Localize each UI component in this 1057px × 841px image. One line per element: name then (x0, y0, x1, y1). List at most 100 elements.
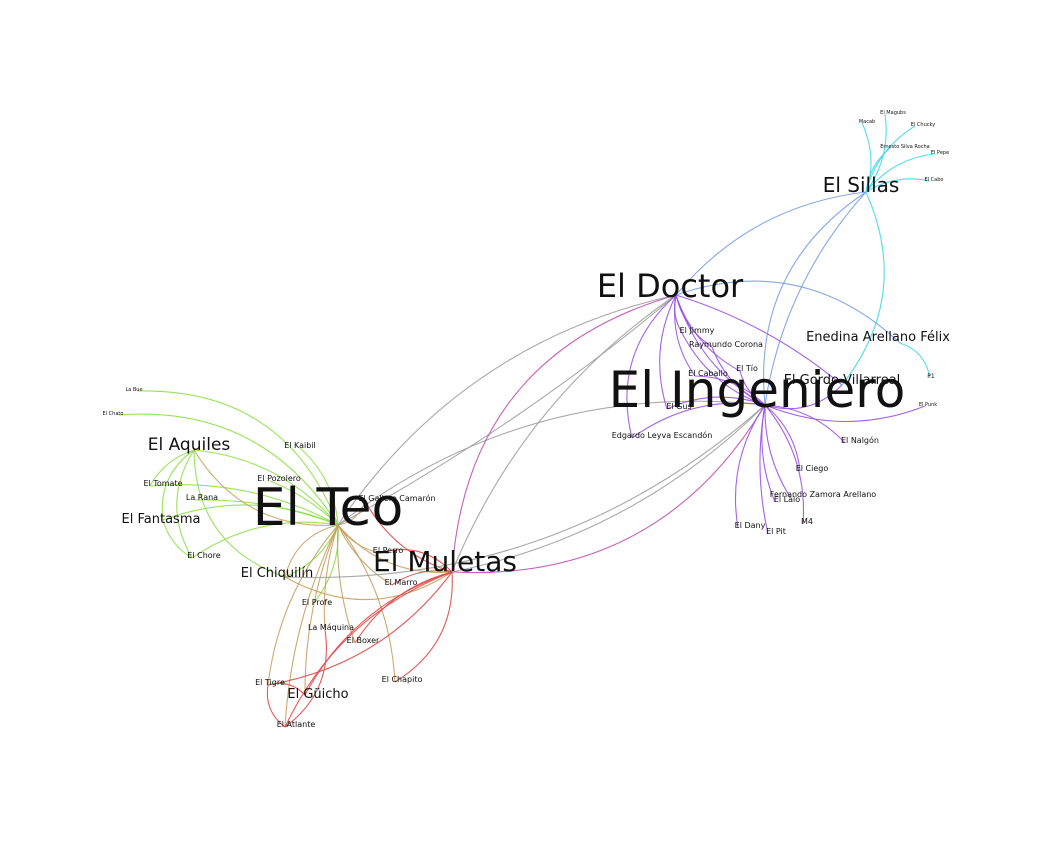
edge-muletas-chiquilin (284, 571, 453, 601)
node-elchato[interactable]: El Chato (103, 411, 124, 417)
node-cabo[interactable]: El Cabo (925, 177, 944, 183)
edge-muletas-gallero (364, 500, 453, 573)
edge-doctor-muletas (451, 294, 677, 573)
node-sillas[interactable]: El Sillas (823, 173, 900, 197)
edge-aquiles-tomate (149, 449, 195, 487)
edge-aquiles-fantasma (161, 449, 195, 521)
node-nalgon[interactable]: El Nalgón (841, 435, 879, 445)
edge-ingeniero-punk (764, 404, 926, 422)
node-fernando[interactable]: Fernando Zamora Arellano (770, 490, 877, 499)
node-raymundo[interactable]: Raymundo Corona (689, 340, 763, 349)
node-tio[interactable]: El Tío (736, 364, 758, 373)
node-labels: El Teo El Ingeniero El Doctor El Muletas… (103, 110, 951, 729)
node-labue[interactable]: La Bue (125, 387, 142, 393)
node-larana[interactable]: La Rana (186, 493, 218, 502)
edge-ingeniero-m4 (764, 404, 805, 525)
edge-ingeniero-muletas (451, 404, 766, 574)
node-edgardo[interactable]: Edgardo Leyva Escandón (612, 430, 713, 440)
edge-ingeniero-edgardo (631, 402, 766, 439)
node-boxer[interactable]: El Boxer (347, 636, 380, 645)
node-pozolero[interactable]: El Pozolero (257, 474, 301, 483)
edge-doctor-edgardo (626, 294, 677, 439)
node-chiquilin[interactable]: El Chiquilín (241, 566, 313, 581)
node-chapito[interactable]: El Chapito (382, 675, 423, 684)
edge-teo-kaibil (299, 447, 339, 526)
edge-doctor-teo (337, 294, 677, 526)
edge-ingeniero-ciego (764, 404, 801, 472)
node-maquina[interactable]: La Máquina (308, 623, 354, 632)
node-doctor[interactable]: El Doctor (597, 267, 744, 305)
node-tigre[interactable]: El Tigre (255, 678, 285, 687)
edge-muletas-chapito (394, 571, 453, 683)
node-caballo[interactable]: El Caballo (688, 369, 728, 378)
node-macab[interactable]: Macab (859, 119, 875, 125)
edge-ingeniero-nalgon (764, 404, 846, 444)
edge-ingeniero-muletas (451, 404, 766, 573)
node-marro[interactable]: El Marro (385, 578, 418, 587)
edge-ingeniero-chiquilin (284, 404, 766, 579)
node-gus[interactable]: El Gus (666, 402, 691, 411)
edge-teo-elchato (117, 413, 339, 526)
node-lalo[interactable]: El Lalo (774, 495, 800, 504)
edge-guicho-tigre (267, 682, 306, 696)
edge-teo-maquina (323, 524, 339, 631)
edge-ingeniero-sillas (763, 191, 867, 406)
edge-teo-muletas (337, 524, 453, 573)
node-guicho[interactable]: El Güicho (287, 687, 348, 702)
edge-teo-profe (311, 524, 339, 606)
node-enedina[interactable]: Enedina Arellano Félix (806, 330, 950, 345)
edge-teo-aquiles (193, 449, 339, 526)
edge-teo-gallero (337, 500, 366, 526)
edge-doctor-caballo (674, 294, 696, 377)
node-aquiles[interactable]: El Aquiles (148, 435, 231, 455)
node-pepe[interactable]: El Pepe (931, 150, 949, 156)
edge-teo-tigre (267, 524, 339, 686)
node-kaibil[interactable]: El Kaibil (284, 441, 316, 450)
node-ciego[interactable]: El Ciego (796, 464, 829, 473)
edge-ingeniero-gordo (764, 384, 843, 410)
node-pit[interactable]: El Pit (766, 527, 786, 536)
edge-sillas-ernesto (865, 147, 891, 193)
edge-teo-tomate (149, 484, 339, 526)
node-elmagubs[interactable]: El Magubs (880, 110, 906, 116)
node-ernesto[interactable]: Ernesto Silva Rocha (880, 144, 929, 150)
edge-doctor-gordo (675, 294, 843, 386)
edge-teo-chapito (337, 524, 396, 683)
edge-ingeniero-caballo (694, 375, 766, 406)
edge-ingeniero-pit (759, 404, 769, 535)
edge-ingeniero-fernando (764, 404, 791, 498)
edge-ingeniero-tio (739, 370, 766, 406)
node-atlante[interactable]: El Atlante (277, 720, 316, 729)
node-perro[interactable]: El Perro (373, 546, 404, 555)
node-profe[interactable]: El Profe (302, 598, 332, 607)
edge-sillas-doctor (675, 191, 867, 296)
edge-atlante-maquina (284, 629, 327, 728)
edge-muletas-guicho (304, 571, 453, 696)
edge-sillas-cabo (865, 178, 931, 193)
node-m4[interactable]: M4 (801, 517, 813, 526)
edge-teo-larana (194, 499, 339, 526)
node-jimmy[interactable]: El Jimmy (680, 326, 715, 335)
node-chore[interactable]: El Chore (187, 551, 220, 560)
node-p1[interactable]: P1 (927, 373, 935, 380)
edge-teo-boxer (337, 524, 356, 644)
node-fantasma[interactable]: El Fantasma (122, 512, 201, 527)
edge-enedina-p1 (899, 342, 931, 379)
edge-sillas-ingeniero (764, 191, 867, 406)
edge-teo-atlante (284, 524, 339, 728)
node-gordo[interactable]: El Gordo Villarreal (784, 373, 901, 388)
node-muletas[interactable]: El Muletas (373, 545, 517, 578)
node-gallero[interactable]: El Gallero Camarón (358, 493, 435, 503)
node-punk[interactable]: El Punk (919, 402, 937, 408)
node-chucky[interactable]: El Chucky (911, 122, 935, 128)
edge-ingeniero-dany (734, 404, 766, 529)
node-tomate[interactable]: El Tomate (144, 479, 183, 488)
node-ingeniero[interactable]: El Ingeniero (609, 361, 906, 419)
edge-sillas-pepe (865, 153, 934, 193)
edge-muletas-marro (391, 570, 453, 586)
edge-ingeniero-jimmy (681, 332, 766, 406)
node-teo[interactable]: El Teo (253, 478, 404, 538)
node-dany[interactable]: El Dany (735, 521, 766, 530)
edge-teo-labue (137, 390, 339, 526)
